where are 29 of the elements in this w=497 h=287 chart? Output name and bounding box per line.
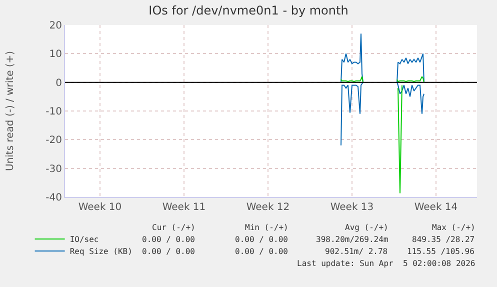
y-tick-label: -10 bbox=[46, 106, 62, 118]
text: 849.35 /28.27 bbox=[412, 235, 475, 244]
chart-title: IOs for /dev/nvme0n1 - by month bbox=[148, 3, 348, 18]
y-axis-title: Units read (-) / write (+) bbox=[5, 50, 16, 171]
x-tick-label: Week 12 bbox=[246, 202, 290, 213]
text: Max (-/+) bbox=[432, 223, 476, 232]
y-tick-label: 20 bbox=[49, 20, 62, 32]
text: Cur (-/+) bbox=[152, 223, 196, 232]
text: 0.00 / 0.00 bbox=[235, 247, 288, 256]
text: 398.20m/269.24m bbox=[316, 235, 388, 244]
x-tick-label: Week 10 bbox=[78, 202, 122, 213]
x-tick-label: Week 11 bbox=[162, 202, 206, 213]
text: 902.51m/ 2.78 bbox=[325, 247, 388, 256]
legend-label: Req Size (KB) bbox=[70, 247, 132, 256]
x-tick-label: Week 13 bbox=[330, 202, 374, 213]
legend-label: IO/sec bbox=[70, 235, 99, 244]
text: 115.55 /105.96 bbox=[407, 247, 475, 256]
y-tick-label: -30 bbox=[46, 164, 62, 175]
text: Avg (-/+) bbox=[345, 223, 388, 232]
y-tick-label: -40 bbox=[46, 192, 62, 204]
text: 0.00 / 0.00 bbox=[142, 235, 196, 244]
text: 0.00 / 0.00 bbox=[142, 247, 196, 256]
y-tick-label: 10 bbox=[49, 49, 62, 60]
y-tick-label: -20 bbox=[46, 135, 62, 146]
text: Last update: Sun Apr 5 02:00:08 2026 bbox=[297, 259, 476, 268]
x-tick-label: Week 14 bbox=[414, 202, 458, 213]
y-tick-label: 0 bbox=[56, 78, 62, 89]
text: 0.00 / 0.00 bbox=[235, 235, 288, 244]
text: Min (-/+) bbox=[245, 223, 288, 232]
